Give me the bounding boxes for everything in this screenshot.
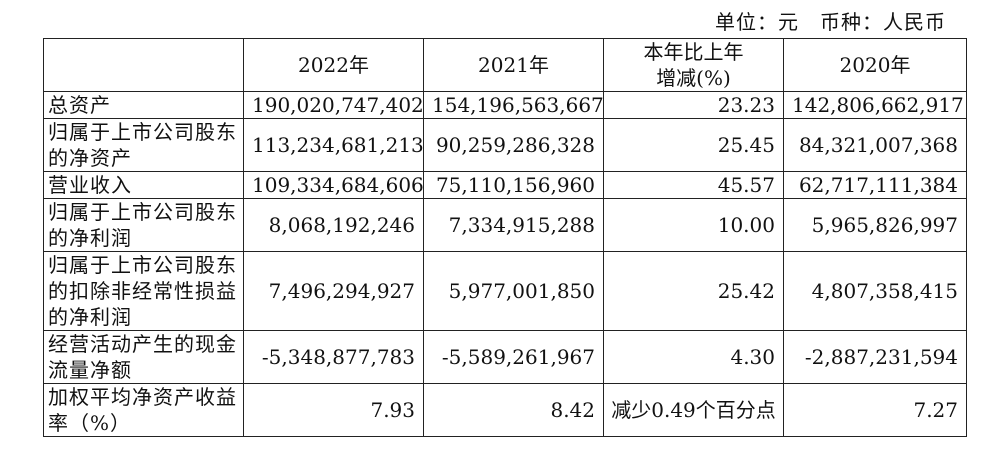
table-row: 经营活动产生的现金流量净额 -5,348,877,783 -5,589,261,… — [43, 330, 967, 384]
value-change: 25.45 — [603, 118, 784, 172]
value-2020: 142,806,662,917 — [783, 91, 967, 119]
value-2021: 7,334,915,288 — [423, 198, 604, 252]
value-change: 23.23 — [603, 91, 784, 119]
header-change-percent: 本年比上年 增减(%) — [603, 38, 784, 92]
value-2022: 7,496,294,927 — [243, 251, 424, 331]
value-2022: 8,068,192,246 — [243, 198, 424, 252]
table-row: 总资产 190,020,747,402 154,196,563,667 23.2… — [43, 91, 967, 119]
value-2021: 8.42 — [423, 383, 604, 437]
value-2022: 109,334,684,606 — [243, 171, 424, 199]
value-change: 25.42 — [603, 251, 784, 331]
value-2021: 154,196,563,667 — [423, 91, 604, 119]
value-change: 45.57 — [603, 171, 784, 199]
value-2020: 62,717,111,384 — [783, 171, 967, 199]
table-row: 归属于上市公司股东的扣除非经常性损益的净利润 7,496,294,927 5,9… — [43, 251, 967, 331]
value-2021: 90,259,286,328 — [423, 118, 604, 172]
value-2022: 190,020,747,402 — [243, 91, 424, 119]
table-row: 归属于上市公司股东的净利润 8,068,192,246 7,334,915,28… — [43, 198, 967, 252]
value-2020: -2,887,231,594 — [783, 330, 967, 384]
value-2020: 5,965,826,997 — [783, 198, 967, 252]
value-change: 减少0.49个百分点 — [603, 383, 784, 437]
row-label: 营业收入 — [43, 171, 244, 199]
row-label: 归属于上市公司股东的扣除非经常性损益的净利润 — [43, 251, 244, 331]
row-label: 总资产 — [43, 91, 244, 119]
table-row: 营业收入 109,334,684,606 75,110,156,960 45.5… — [43, 171, 967, 199]
value-2022: 7.93 — [243, 383, 424, 437]
row-label: 经营活动产生的现金流量净额 — [43, 330, 244, 384]
header-2020: 2020年 — [783, 38, 967, 92]
table-row: 加权平均净资产收益率（%） 7.93 8.42 减少0.49个百分点 7.27 — [43, 383, 967, 437]
row-label: 归属于上市公司股东的净资产 — [43, 118, 244, 172]
value-change: 10.00 — [603, 198, 784, 252]
unit-currency-note: 单位：元 币种：人民币 — [715, 10, 946, 34]
value-2021: -5,589,261,967 — [423, 330, 604, 384]
value-2022: -5,348,877,783 — [243, 330, 424, 384]
header-2021: 2021年 — [423, 38, 604, 92]
table-header-row: 2022年 2021年 本年比上年 增减(%) 2020年 — [43, 38, 967, 92]
value-2021: 5,977,001,850 — [423, 251, 604, 331]
value-2022: 113,234,681,213 — [243, 118, 424, 172]
header-2022: 2022年 — [243, 38, 424, 92]
row-label: 加权平均净资产收益率（%） — [43, 383, 244, 437]
value-2020: 4,807,358,415 — [783, 251, 967, 331]
value-2020: 7.27 — [783, 383, 967, 437]
header-label-blank — [43, 38, 244, 92]
table-row: 归属于上市公司股东的净资产 113,234,681,213 90,259,286… — [43, 118, 967, 172]
row-label: 归属于上市公司股东的净利润 — [43, 198, 244, 252]
value-2021: 75,110,156,960 — [423, 171, 604, 199]
value-change: 4.30 — [603, 330, 784, 384]
value-2020: 84,321,007,368 — [783, 118, 967, 172]
financial-summary-table: 2022年 2021年 本年比上年 增减(%) 2020年 总资产 190,02… — [43, 38, 967, 437]
